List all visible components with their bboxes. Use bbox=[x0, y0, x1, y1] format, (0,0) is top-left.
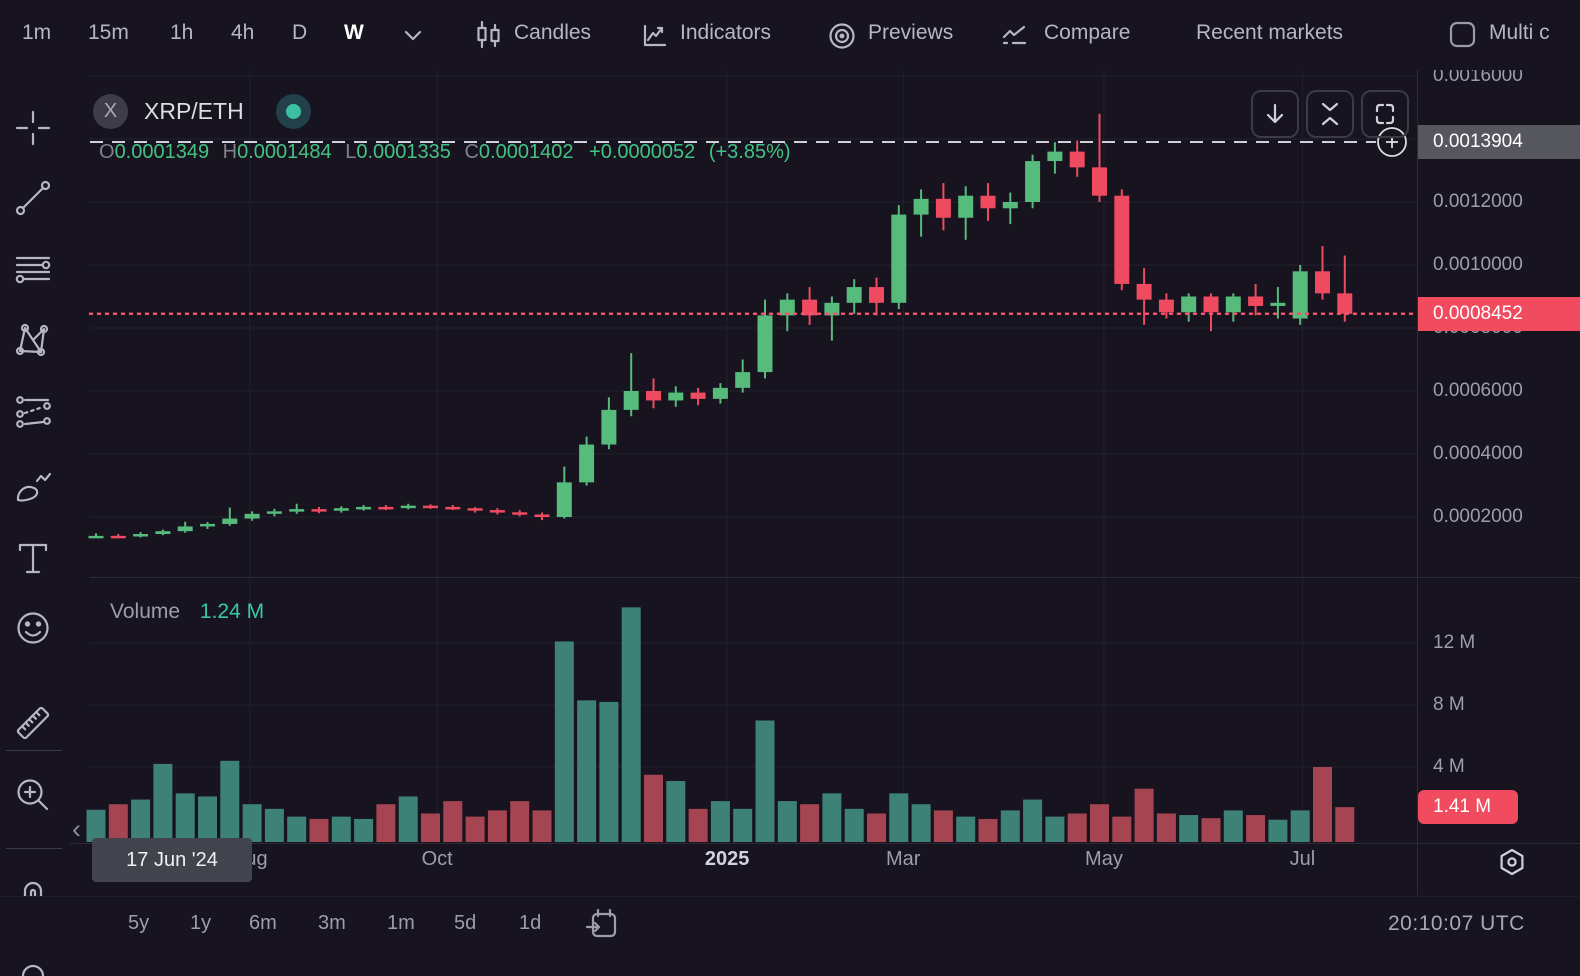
range-1d[interactable]: 1d bbox=[519, 912, 542, 934]
last-price-label: 0.0008452 bbox=[1418, 296, 1580, 331]
market-status-indicator bbox=[275, 94, 311, 129]
volume-tick: 4 M bbox=[1433, 756, 1465, 777]
price-tick: 0.0016000 bbox=[1433, 65, 1523, 86]
price-tick: 0.0002000 bbox=[1433, 506, 1523, 527]
range-1m[interactable]: 1m bbox=[387, 912, 415, 934]
time-tick: 2025 bbox=[704, 848, 750, 870]
candles-menu[interactable]: Candles bbox=[514, 21, 592, 44]
low-label: L bbox=[345, 141, 357, 163]
clock[interactable]: 20:10:07 UTC bbox=[1388, 912, 1525, 935]
time-tick: Oct bbox=[421, 848, 453, 870]
top-toolbar: 1m 15m 1h 4h D W Candles Indicators Prev… bbox=[0, 0, 1580, 70]
indicators-icon bbox=[643, 24, 667, 47]
fib-lines-icon[interactable] bbox=[13, 250, 53, 290]
volume-value: 1.24 M bbox=[199, 600, 265, 623]
time-tick: May bbox=[1085, 848, 1123, 870]
low-value: 0.0001335 bbox=[356, 141, 451, 163]
multi-chart-label[interactable]: Multi c bbox=[1489, 21, 1550, 44]
scroll-to-recent-button[interactable] bbox=[1251, 90, 1299, 138]
goto-date-icon[interactable] bbox=[585, 907, 621, 943]
indicators-menu[interactable]: Indicators bbox=[680, 21, 772, 44]
high-label: H bbox=[222, 141, 238, 163]
multi-chart-checkbox[interactable] bbox=[1449, 21, 1476, 48]
previews-icon bbox=[829, 23, 855, 49]
fullscreen-icon bbox=[1375, 103, 1395, 125]
interval-d[interactable]: D bbox=[292, 21, 308, 44]
close-label: C bbox=[464, 141, 479, 163]
price-axis-separator bbox=[1417, 70, 1418, 895]
price-tick: 0.0004000 bbox=[1433, 443, 1523, 464]
symbol-header: X XRP/ETH bbox=[93, 94, 311, 129]
alert-price-label: 0.0013904 bbox=[1418, 125, 1580, 160]
toolbar-divider bbox=[6, 750, 62, 751]
open-value: 0.0001349 bbox=[114, 141, 210, 163]
arrow-down-icon bbox=[1266, 103, 1284, 124]
ruler-icon[interactable] bbox=[13, 703, 53, 743]
brush-icon[interactable] bbox=[13, 467, 53, 507]
exchange-badge: X bbox=[93, 94, 128, 129]
range-6m[interactable]: 6m bbox=[249, 912, 277, 934]
pane-separator bbox=[90, 577, 1580, 578]
chevron-down-icon[interactable] bbox=[404, 30, 422, 42]
collapse-icon bbox=[1321, 102, 1339, 126]
recent-markets-menu[interactable]: Recent markets bbox=[1196, 21, 1344, 44]
time-tick: Mar bbox=[886, 848, 921, 870]
interval-w-active[interactable]: W bbox=[344, 21, 364, 44]
bottom-toolbar: 5y 1y 6m 3m 1m 5d 1d 20:10:07 UTC bbox=[0, 896, 1580, 957]
range-5y[interactable]: 5y bbox=[128, 912, 150, 934]
scroll-left-icon[interactable]: ‹ bbox=[72, 814, 81, 844]
collapse-pane-button[interactable] bbox=[1306, 90, 1354, 138]
axis-settings-icon[interactable] bbox=[1496, 846, 1528, 878]
candles-icon bbox=[477, 20, 500, 49]
interval-15m[interactable]: 15m bbox=[88, 21, 129, 44]
interval-1m[interactable]: 1m bbox=[22, 21, 52, 44]
xabcd-pattern-icon[interactable] bbox=[13, 320, 53, 360]
drawing-toolbar bbox=[0, 70, 70, 976]
compare-menu[interactable]: Compare bbox=[1044, 21, 1131, 44]
projection-icon[interactable] bbox=[13, 393, 53, 433]
range-1y[interactable]: 1y bbox=[190, 912, 212, 934]
compare-icon bbox=[1002, 25, 1027, 45]
toolbar-divider bbox=[6, 848, 62, 849]
chart-canvas[interactable] bbox=[0, 0, 1580, 956]
range-3m[interactable]: 3m bbox=[318, 912, 346, 934]
price-tick: 0.0006000 bbox=[1433, 380, 1523, 401]
fullscreen-button[interactable] bbox=[1361, 90, 1409, 138]
price-tick: 0.0010000 bbox=[1433, 254, 1523, 275]
time-axis-separator bbox=[70, 843, 1580, 844]
emoji-icon[interactable] bbox=[13, 608, 53, 648]
interval-1h[interactable]: 1h bbox=[170, 21, 194, 44]
zoom-in-icon[interactable] bbox=[13, 775, 53, 815]
interval-4h[interactable]: 4h bbox=[231, 21, 255, 44]
time-tick: Jul bbox=[1289, 848, 1316, 870]
crosshair-icon[interactable] bbox=[13, 108, 53, 148]
last-volume-label: 1.41 M bbox=[1418, 790, 1518, 825]
close-value: 0.0001402 bbox=[478, 141, 574, 163]
volume-title: Volume bbox=[110, 600, 181, 623]
ohlc-readout: O0.0001349 H0.0001484 L0.0001335 C0.0001… bbox=[99, 141, 791, 164]
open-label: O bbox=[99, 141, 115, 163]
volume-tick: 8 M bbox=[1433, 694, 1465, 715]
crosshair-date-tooltip: 17 Jun '24 bbox=[92, 838, 252, 882]
previews-menu[interactable]: Previews bbox=[868, 21, 954, 44]
high-value: 0.0001484 bbox=[237, 141, 332, 163]
change-percent: (+3.85%) bbox=[708, 141, 791, 163]
change-value: +0.0000052 bbox=[589, 141, 696, 163]
text-icon[interactable] bbox=[13, 538, 53, 578]
symbol-name[interactable]: XRP/ETH bbox=[144, 98, 244, 124]
trend-line-icon[interactable] bbox=[13, 178, 53, 218]
volume-tick: 12 M bbox=[1433, 632, 1476, 653]
price-tick: 0.0012000 bbox=[1433, 191, 1523, 212]
volume-header: Volume 1.24 M bbox=[110, 600, 264, 624]
range-5d[interactable]: 5d bbox=[454, 912, 477, 934]
